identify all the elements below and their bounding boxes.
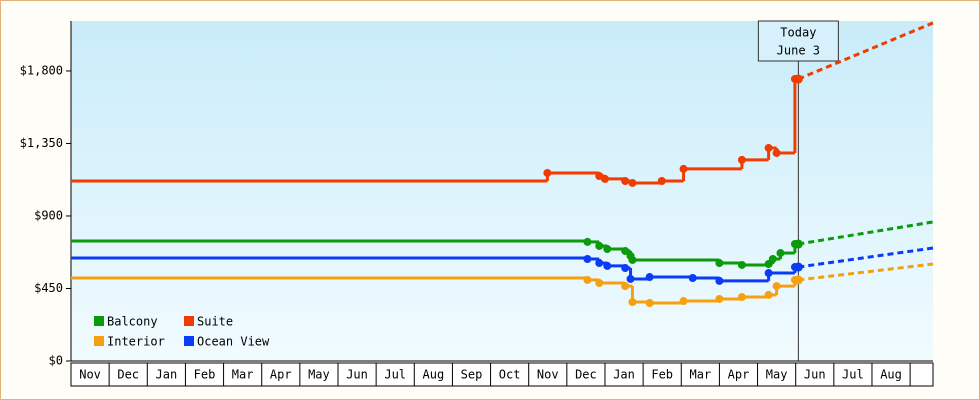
x-tick-label: Nov — [537, 368, 559, 382]
price-point — [772, 148, 781, 157]
x-axis-band — [70, 362, 934, 387]
x-tick-label: Jun — [346, 368, 368, 382]
price-point — [600, 174, 609, 183]
price-point — [715, 276, 724, 285]
x-tick-label: Mar — [689, 368, 711, 382]
price-point — [715, 259, 724, 268]
y-tick-label: $450 — [34, 281, 63, 295]
price-point — [715, 294, 724, 303]
price-point — [621, 177, 630, 186]
legend-label: Ocean View — [197, 335, 270, 349]
price-point — [628, 178, 637, 187]
price-point — [772, 282, 781, 291]
price-point — [679, 297, 688, 306]
x-tick-label: Mar — [232, 368, 254, 382]
price-point — [776, 249, 785, 258]
price-point — [764, 143, 773, 152]
x-tick-label: Oct — [499, 368, 521, 382]
forecast-line — [798, 246, 934, 269]
legend-swatch — [94, 336, 104, 346]
price-point — [626, 274, 635, 283]
price-point — [737, 260, 746, 269]
price-point — [628, 298, 637, 307]
x-tick-label: Aug — [880, 368, 902, 382]
price-point — [737, 293, 746, 302]
price-point — [595, 279, 604, 288]
price-point — [768, 255, 777, 263]
x-tick-label: Jul — [384, 368, 406, 382]
price-point — [628, 255, 637, 264]
x-tick-label: Feb — [194, 368, 216, 382]
price-point — [603, 245, 612, 254]
price-point — [595, 241, 604, 250]
y-tick-label: $1,350 — [20, 136, 63, 150]
price-point — [764, 290, 773, 299]
price-point — [764, 269, 773, 278]
price-point — [621, 264, 630, 273]
price-point — [621, 246, 630, 255]
forecast-line — [798, 262, 934, 282]
today-box — [757, 20, 839, 62]
legend-label: Suite — [197, 315, 233, 329]
price-point — [543, 168, 552, 177]
x-tick-label: Dec — [575, 368, 597, 382]
price-point — [583, 237, 592, 246]
today-label: June 3 — [777, 44, 820, 58]
price-point — [657, 177, 666, 186]
legend-label: Balcony — [107, 315, 158, 329]
price-point — [583, 275, 592, 284]
legend-label: Interior — [107, 335, 165, 349]
legend-swatch — [94, 316, 104, 326]
price-point — [603, 261, 612, 270]
price-point — [679, 164, 688, 173]
legend-swatch — [184, 316, 194, 326]
legend-swatch — [184, 336, 194, 346]
price-point — [595, 259, 604, 268]
y-tick-label: $900 — [34, 208, 63, 222]
x-tick-label: Jun — [804, 368, 826, 382]
x-tick-label: May — [308, 368, 330, 382]
forecast-line — [798, 220, 934, 246]
price-point — [645, 298, 654, 307]
plot-area — [71, 21, 933, 361]
today-label: Today — [780, 26, 816, 40]
x-tick-label: Jan — [156, 368, 178, 382]
y-tick-label: $1,800 — [20, 63, 63, 77]
x-tick-label: Feb — [651, 368, 673, 382]
x-tick-label: Aug — [423, 368, 445, 382]
y-tick-label: $0 — [49, 354, 63, 368]
x-tick-label: Sep — [461, 368, 483, 382]
price-point — [583, 255, 592, 263]
x-tick-label: Apr — [270, 368, 292, 382]
x-tick-label: Apr — [728, 368, 750, 382]
x-tick-label: Nov — [79, 368, 101, 382]
price-point — [688, 274, 697, 283]
forecast-line — [797, 21, 934, 81]
x-tick-label: Dec — [117, 368, 139, 382]
x-tick-label: May — [766, 368, 788, 382]
x-tick-label: Jan — [613, 368, 635, 382]
price-point — [621, 282, 630, 291]
x-tick-label: Jul — [842, 368, 864, 382]
price-point — [645, 273, 654, 282]
price-point — [737, 155, 746, 164]
